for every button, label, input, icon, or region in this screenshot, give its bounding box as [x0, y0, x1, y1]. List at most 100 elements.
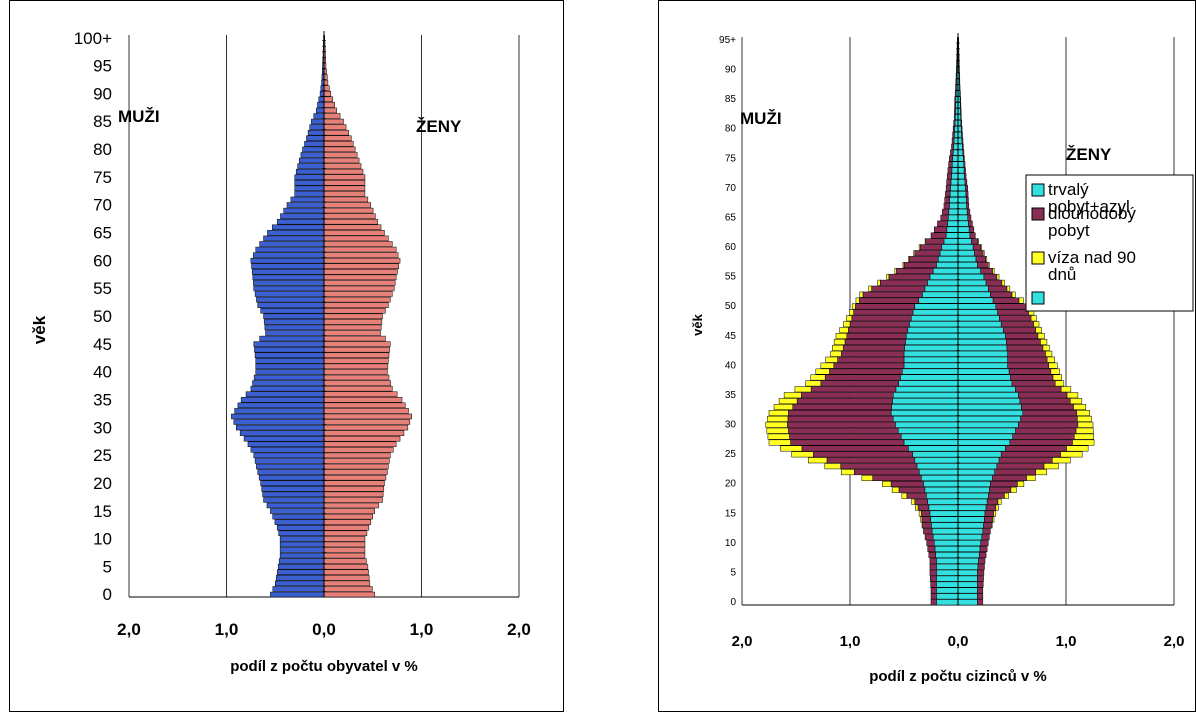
bar-longterm-women — [990, 481, 1017, 486]
bar-permanent-women — [958, 280, 986, 285]
bar-longterm-men — [829, 369, 902, 374]
bar-men — [280, 548, 324, 553]
bar-permanent-men — [919, 298, 958, 303]
bar-permanent-women — [958, 434, 1013, 439]
bar-longterm-men — [896, 268, 933, 273]
bar-men — [308, 130, 324, 135]
bar-women — [324, 197, 368, 202]
bar-women — [324, 497, 383, 502]
bar-longterm-women — [1009, 369, 1051, 374]
bar-visa-men — [846, 316, 851, 321]
bar-longterm-men — [945, 191, 950, 196]
bar-women — [324, 147, 355, 152]
legend-swatch — [1032, 252, 1044, 264]
bar-men — [277, 219, 324, 224]
bar-permanent-women — [958, 304, 996, 309]
bar-visa-women — [1067, 446, 1089, 451]
bar-permanent-women — [958, 416, 1021, 421]
bar-visa-men — [922, 523, 923, 528]
bar-longterm-men — [921, 511, 930, 516]
bar-permanent-women — [958, 481, 990, 486]
bar-visa-men — [811, 375, 825, 380]
bar-longterm-men — [949, 162, 953, 167]
bar-permanent-women — [958, 375, 1011, 380]
bar-longterm-women — [977, 576, 983, 581]
bar-longterm-women — [961, 126, 962, 131]
bar-women — [324, 575, 369, 580]
bar-longterm-men — [854, 469, 919, 474]
bar-longterm-men — [811, 387, 896, 392]
bar-longterm-men — [843, 345, 905, 350]
bar-permanent-men — [953, 150, 958, 155]
bar-permanent-men — [904, 440, 958, 445]
bar-permanent-women — [958, 180, 965, 185]
bar-visa-men — [878, 280, 881, 285]
bar-longterm-men — [873, 475, 922, 480]
bar-women — [324, 386, 392, 391]
x-tick-label: 0,0 — [948, 633, 969, 650]
bar-visa-women — [1044, 464, 1058, 469]
bar-women — [324, 542, 365, 547]
bar-longterm-men — [954, 109, 955, 114]
bar-men — [253, 381, 325, 386]
bar-visa-women — [1045, 351, 1051, 356]
bar-men — [295, 186, 324, 191]
bar-permanent-women — [958, 138, 962, 143]
bar-women — [324, 453, 390, 458]
bar-permanent-women — [958, 215, 968, 220]
y-tick-label: 0 — [730, 597, 736, 608]
bar-permanent-men — [891, 410, 958, 415]
bar-men — [279, 531, 324, 536]
bar-longterm-women — [962, 138, 963, 143]
bar-permanent-women — [958, 357, 1008, 362]
bar-women — [324, 219, 378, 224]
bar-men — [251, 447, 324, 452]
bar-visa-women — [1047, 357, 1055, 362]
bar-men — [259, 475, 324, 480]
bar-men — [251, 386, 324, 391]
bar-permanent-men — [936, 558, 958, 563]
bar-women — [324, 436, 400, 441]
bar-permanent-men — [908, 446, 958, 451]
bar-women — [324, 91, 331, 96]
bar-longterm-women — [1008, 363, 1049, 368]
bar-permanent-men — [930, 274, 958, 279]
bar-longterm-men — [955, 91, 956, 96]
bar-longterm-men — [802, 446, 908, 451]
bar-men — [278, 564, 324, 569]
bar-longterm-men — [947, 180, 951, 185]
bar-visa-women — [1076, 428, 1093, 433]
bar-permanent-men — [933, 268, 958, 273]
bar-permanent-women — [958, 274, 984, 279]
bar-men — [310, 125, 324, 130]
bar-women — [324, 286, 394, 291]
bar-permanent-women — [958, 239, 972, 244]
y-axis-title: věk — [690, 313, 705, 335]
bar-visa-women — [993, 517, 994, 522]
bar-men — [260, 241, 324, 246]
bar-permanent-women — [958, 546, 980, 551]
bar-longterm-men — [941, 215, 949, 220]
bar-longterm-women — [980, 546, 987, 551]
x-axis-title: podíl z počtu obyvatel v % — [230, 658, 418, 675]
bar-permanent-men — [952, 174, 958, 179]
bar-permanent-men — [940, 251, 958, 256]
bar-longterm-men — [931, 600, 936, 605]
bar-longterm-women — [1006, 333, 1038, 338]
legend-swatch — [1032, 184, 1044, 196]
bar-permanent-men — [952, 168, 958, 173]
bar-permanent-men — [936, 570, 958, 575]
bar-longterm-men — [942, 209, 948, 214]
bar-men — [305, 141, 325, 146]
bar-women — [324, 114, 340, 119]
bar-longterm-women — [977, 570, 983, 575]
bar-longterm-men — [956, 67, 957, 72]
bar-visa-men — [769, 440, 791, 445]
bar-longterm-women — [1008, 351, 1046, 356]
bar-longterm-women — [977, 600, 982, 605]
bar-men — [253, 253, 324, 258]
bar-men — [254, 375, 324, 380]
bar-men — [318, 102, 325, 107]
